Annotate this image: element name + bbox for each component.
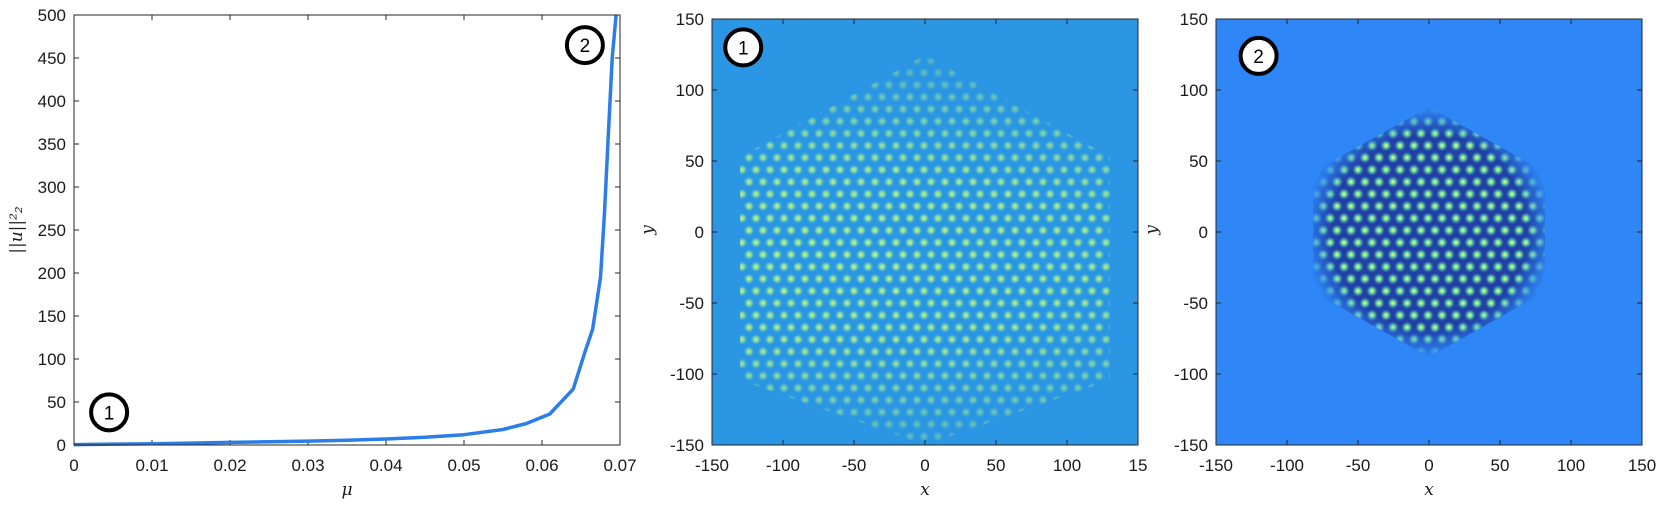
x-tick-labels: -150 -100 -50 0 50 100 15 [695, 456, 1147, 475]
x-tick-label: -150 [695, 456, 729, 475]
y-tick-labels: -150 -100 -50 0 50 100 150 [1174, 10, 1208, 455]
x-axis-label: x [920, 480, 930, 500]
y-tick-labels: -150 -100 -50 0 50 100 150 [670, 10, 704, 455]
y-tick-label: 350 [38, 135, 66, 154]
y-tick-label: -150 [1174, 436, 1208, 455]
y-tick-label: 0 [695, 223, 704, 242]
y-tick-labels: 0 50 100 150 200 250 300 350 400 450 500 [38, 6, 66, 455]
x-tick-labels: -150 -100 -50 0 50 100 150 [1199, 456, 1656, 475]
series-line [73, 14, 618, 447]
y-tick-label: 250 [38, 221, 66, 240]
x-tick-label: 0 [69, 456, 78, 475]
y-tick-label: 100 [38, 350, 66, 369]
x-tick-label: -100 [1270, 456, 1304, 475]
marker-circle [564, 25, 605, 66]
y-tick-label: 200 [38, 264, 66, 283]
axis-ticks [711, 18, 1139, 446]
x-axis-label: x [1424, 480, 1434, 500]
y-tick-label: 50 [47, 393, 66, 412]
marker-label: 1 [738, 38, 749, 59]
y-tick-label: -50 [679, 294, 704, 313]
y-tick-label: 0 [57, 436, 66, 455]
x-tick-label: 0.02 [213, 456, 246, 475]
marker-label: 1 [104, 403, 115, 424]
x-tick-labels: 0 0.01 0.02 0.03 0.04 0.05 0.06 0.07 [69, 456, 636, 475]
x-tick-label: 0 [920, 456, 929, 475]
y-axis-label: y [1142, 225, 1162, 236]
norm-vs-mu-plot: 0 0.01 0.02 0.03 0.04 0.05 0.06 0.07 0 50 100 150 2… [7, 6, 637, 500]
y-tick-label: 500 [38, 6, 66, 25]
heatmap-state-1: -150 -100 -50 0 50 100 15 -150 -100 -50 0 50 100 150… [638, 10, 1147, 500]
x-tick-label: 0.03 [291, 456, 324, 475]
annotations: 1 [723, 27, 764, 68]
y-axis-label: ||u||²₂ [7, 206, 27, 254]
x-tick-label: 0.01 [135, 456, 168, 475]
x-tick-label: 0.06 [525, 456, 558, 475]
marker-label: 2 [580, 36, 591, 57]
y-tick-label: -50 [1183, 294, 1208, 313]
x-tick-label: 15 [1129, 456, 1148, 475]
y-tick-label: 150 [1180, 10, 1208, 29]
y-tick-label: 150 [676, 10, 704, 29]
y-tick-label: 400 [38, 92, 66, 111]
marker-circle [1238, 35, 1279, 76]
y-tick-label: 100 [676, 81, 704, 100]
plot-area [74, 15, 620, 445]
y-tick-label: -100 [1174, 365, 1208, 384]
heatmap-pattern [740, 55, 1110, 445]
y-tick-label: 100 [1180, 81, 1208, 100]
x-tick-label: 50 [1491, 456, 1510, 475]
marker-circle [723, 27, 764, 68]
plot-frame [73, 14, 621, 446]
y-tick-label: 50 [685, 152, 704, 171]
heatmap-state-2: -150 -100 -50 0 50 100 150 -150 -100 -50 0 50 100 15… [1142, 10, 1656, 500]
y-tick-label: 50 [1189, 152, 1208, 171]
x-tick-label: -100 [766, 456, 800, 475]
marker-label: 2 [1253, 47, 1264, 68]
y-tick-label: 300 [38, 178, 66, 197]
y-tick-label: -150 [670, 436, 704, 455]
y-axis-label: y [638, 225, 658, 236]
x-axis-label: μ [341, 480, 352, 500]
x-tick-label: 0.07 [603, 456, 636, 475]
x-tick-label: 50 [987, 456, 1006, 475]
x-tick-label: 0 [1424, 456, 1433, 475]
y-tick-label: 450 [38, 49, 66, 68]
x-tick-label: 0.05 [447, 456, 480, 475]
x-tick-label: 100 [1557, 456, 1585, 475]
x-tick-label: -50 [842, 456, 867, 475]
annotations: 12 [89, 25, 605, 433]
y-tick-label: 150 [38, 307, 66, 326]
axis-ticks [1215, 18, 1643, 446]
annotations: 2 [1238, 35, 1279, 76]
heatmap-pattern [1313, 107, 1545, 357]
x-tick-label: -150 [1199, 456, 1233, 475]
x-tick-label: 100 [1053, 456, 1081, 475]
y-tick-label: 0 [1199, 223, 1208, 242]
x-tick-label: 150 [1628, 456, 1656, 475]
marker-circle [89, 392, 130, 433]
y-tick-label: -100 [670, 365, 704, 384]
x-tick-label: 0.04 [369, 456, 402, 475]
x-tick-label: -50 [1346, 456, 1371, 475]
